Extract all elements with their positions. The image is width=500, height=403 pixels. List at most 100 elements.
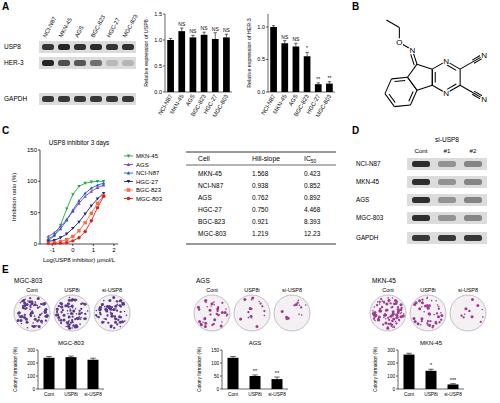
series-line [48,181,103,241]
error-line [284,41,285,44]
panel-label: C [2,125,9,136]
colony [218,314,220,316]
colony [438,308,440,310]
bars [270,26,333,92]
marker [77,185,80,188]
y-tick-label: 100 [27,178,38,184]
bond [417,85,432,90]
error-cap [225,34,228,35]
colony [413,317,416,320]
bond [394,105,410,107]
colony [71,327,73,329]
colony-well [234,295,270,331]
colony [426,322,428,324]
colony [220,325,223,328]
colony [373,318,375,320]
band [58,60,70,66]
marker [47,237,50,240]
bond [411,54,414,65]
bond [417,64,432,69]
table-cell: MKN-45 [198,170,222,177]
colony [384,314,387,317]
row-label: GAPDH [356,234,379,241]
bar [404,355,415,389]
lane-label: MGC-803 [122,13,139,38]
colony [26,303,29,306]
colony [66,321,68,323]
colony [243,298,246,301]
band [74,44,86,50]
error-line [215,33,216,39]
bar [250,376,261,389]
table-cell: 0.762 [252,194,269,201]
well [450,295,486,331]
series-line [48,183,103,239]
error-bar [328,82,331,84]
error-cap [272,25,275,26]
colony [387,297,389,299]
error-bar [428,369,434,371]
colony [56,308,58,310]
colony [431,326,433,328]
lane-label: MKN-45 [58,17,73,39]
y-tick [163,14,165,15]
annotation: NS [201,25,209,31]
colony [471,298,474,301]
colony [58,319,60,321]
error-bar [180,28,183,31]
blot-strip [407,158,487,170]
bond [414,54,417,65]
error-cap [180,28,183,29]
colony [382,300,384,302]
colony [117,319,119,321]
table-rule [186,244,336,245]
colony [263,310,265,312]
table: CellHill-slopeIC50MKN-451.5680.423NCI-N8… [186,152,336,244]
colony [251,296,254,299]
colony [36,320,38,322]
colony [482,309,484,311]
colony [464,307,467,310]
colony [25,319,27,321]
colony [22,305,24,307]
colony [390,323,393,326]
marker [102,194,105,197]
colony [437,315,440,318]
colony [387,317,389,319]
colony [63,319,66,322]
x-axis [165,92,232,93]
annotation: NS [212,26,220,32]
colony [98,316,100,318]
colony [72,325,74,327]
chart-title: MKN-45 [420,340,443,346]
y-tick [266,27,268,28]
error-line [277,377,278,379]
bar [326,84,333,92]
colony [24,314,26,316]
colony [41,322,43,324]
legend-label: NCI-N87 [136,170,160,176]
marker [83,213,86,216]
colony [392,297,394,299]
row-label: NCI-N87 [356,160,381,167]
colony [398,319,400,321]
x-tick-label: Cont [228,392,239,397]
table-cell: 0.892 [304,194,321,201]
marker [96,206,99,209]
colony [70,312,73,315]
error-cap [169,38,172,39]
colony [68,324,70,326]
colony [209,309,212,312]
colony [59,319,62,322]
colony [116,323,118,325]
table-rule [186,152,336,153]
marker [47,242,50,245]
lane-label: #2 [470,147,477,154]
colony [110,324,113,327]
annotation: ** [316,76,320,82]
error-cap [191,35,194,36]
colony [82,302,84,304]
colony [20,302,22,304]
colony [395,317,397,319]
marker [90,212,93,215]
